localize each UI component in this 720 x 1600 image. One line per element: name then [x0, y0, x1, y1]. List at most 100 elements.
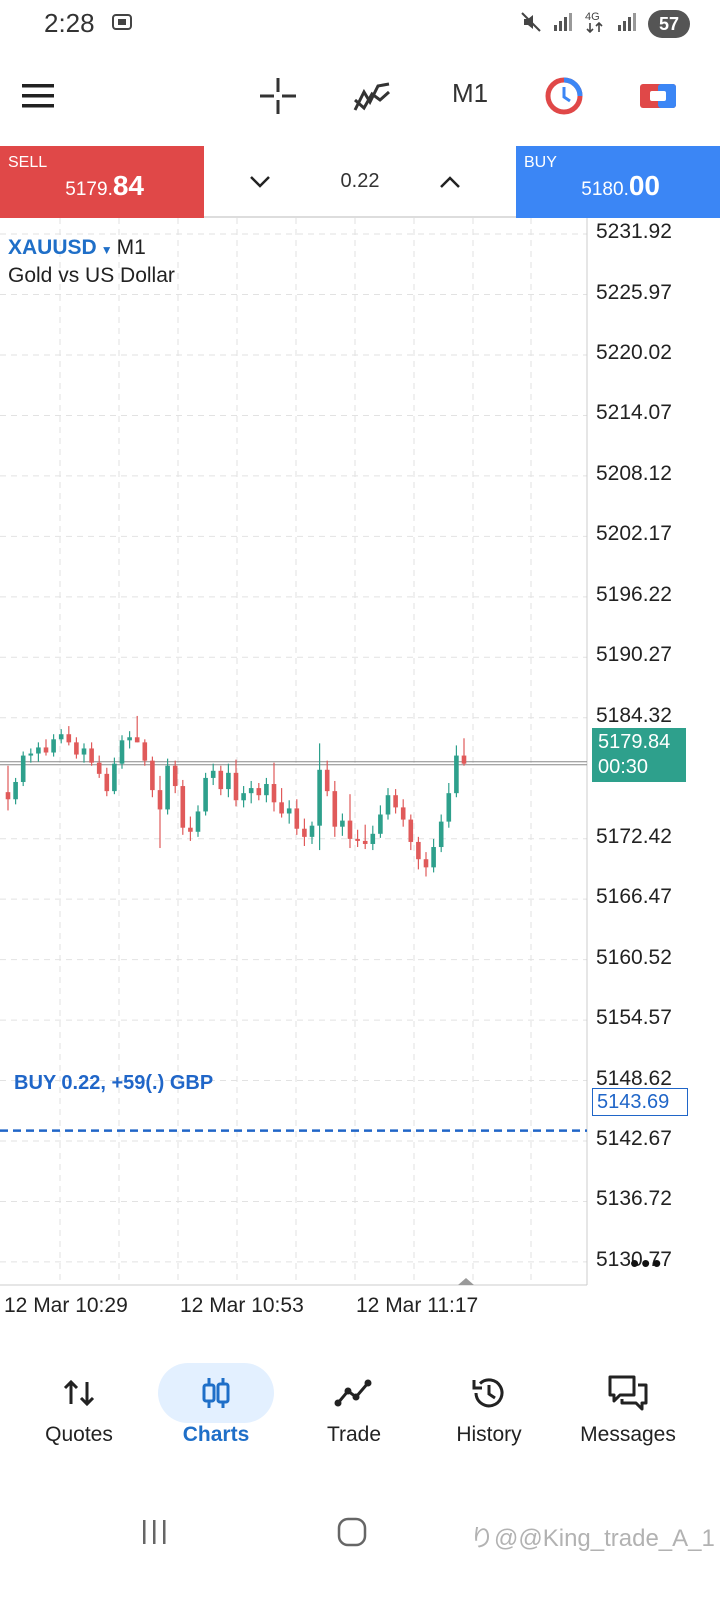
symbol-timeframe: M1 — [116, 236, 146, 259]
volume-increase-button[interactable] — [430, 164, 470, 200]
candle-body — [454, 755, 459, 794]
candle-body — [112, 763, 117, 792]
candle-body — [150, 760, 155, 791]
volume-decrease-button[interactable] — [240, 164, 280, 200]
candle-body — [13, 781, 18, 800]
candle-body — [96, 762, 102, 774]
trade-toggle-icon[interactable] — [636, 74, 680, 118]
chart-symbol[interactable]: XAUUSD ▼ M1 — [8, 236, 146, 260]
nav-charts[interactable]: Charts — [146, 1345, 286, 1470]
candle-body — [28, 753, 34, 756]
sell-button[interactable]: SELL 5179.84 — [0, 146, 204, 218]
watermark: り@@King_trade_A_1 — [470, 1525, 715, 1552]
one-click-trading-icon[interactable] — [542, 74, 586, 118]
signal-icon — [552, 11, 574, 38]
candle-body — [446, 793, 452, 822]
messages-icon — [570, 1363, 686, 1423]
status-icons: 4G 57 — [520, 8, 690, 40]
y-tick-label: 5184.32 — [596, 703, 672, 727]
candle-body — [271, 784, 277, 803]
candle-body — [309, 825, 315, 837]
trade-icon — [296, 1363, 412, 1423]
candle-body — [36, 747, 41, 754]
candle-body — [461, 755, 467, 764]
candle-body — [203, 777, 208, 812]
candle-body — [74, 742, 79, 755]
indicators-icon[interactable] — [350, 74, 394, 118]
candle-body — [51, 739, 56, 753]
x-tick-label: 12 Mar 10:29 — [4, 1294, 128, 1317]
candle-body — [104, 773, 110, 792]
candle-body — [378, 814, 383, 834]
candle-body — [20, 755, 26, 782]
candle-body — [81, 748, 87, 755]
y-tick-label: 5231.92 — [596, 220, 672, 244]
position-label[interactable]: BUY 0.22, +59(.) GBP — [14, 1072, 214, 1094]
more-options-icon[interactable]: ••• — [630, 1248, 664, 1278]
battery-indicator: 57 — [648, 10, 690, 38]
candle-body — [233, 772, 239, 801]
hamburger-icon[interactable] — [16, 74, 60, 118]
crosshair-icon[interactable] — [256, 74, 300, 118]
signal-icon-2 — [616, 11, 638, 38]
mute-icon — [520, 11, 542, 38]
sell-label: SELL — [8, 154, 48, 171]
y-tick-label: 5220.02 — [596, 340, 672, 364]
y-tick-label: 5142.67 — [596, 1127, 672, 1150]
scroll-marker-icon — [458, 1278, 474, 1285]
y-tick-label: 5225.97 — [596, 280, 672, 304]
y-tick-label: 5166.47 — [596, 885, 672, 909]
system-navigation: り@@King_trade_A_1 — [0, 1490, 720, 1570]
candle-body — [180, 786, 186, 828]
symbol-dropdown-icon[interactable]: ▼ — [100, 243, 113, 257]
candle-body — [165, 765, 170, 810]
candle-body — [340, 820, 345, 827]
position-price-badge: 5143.69 — [592, 1088, 688, 1116]
price-chart[interactable]: XAUUSD ▼ M1 Gold vs US Dollar 5231.92 5225.… — [0, 218, 720, 1338]
y-tick-label: 5148.62 — [596, 1066, 672, 1090]
candle-body — [134, 737, 140, 743]
current-price-badge: 5179.84 00:30 — [592, 728, 686, 782]
chart-canvas[interactable] — [0, 218, 720, 1338]
volume-value[interactable]: 0.22 — [340, 170, 380, 192]
nav-label-messages: Messages — [580, 1423, 676, 1446]
candle-body — [43, 747, 49, 753]
nav-history[interactable]: History — [419, 1345, 559, 1470]
recent-apps-icon[interactable] — [124, 1510, 184, 1554]
nav-label-charts: Charts — [182, 1423, 250, 1446]
4g-icon: 4G — [584, 9, 606, 40]
candle-body — [393, 795, 398, 808]
svg-text:4G: 4G — [585, 11, 600, 23]
candle-body — [172, 765, 178, 787]
nav-quotes[interactable]: Quotes — [9, 1345, 149, 1470]
nav-messages[interactable]: Messages — [558, 1345, 698, 1470]
y-tick-label: 5130.77 — [596, 1247, 672, 1271]
candle-body — [317, 769, 322, 826]
timeframe-button[interactable]: M1 — [452, 78, 489, 108]
candle-body — [355, 838, 360, 841]
candle-body — [66, 734, 72, 743]
candle-body — [195, 811, 201, 832]
x-tick-label: 12 Mar 11:17 — [356, 1294, 479, 1317]
candle-body — [385, 795, 391, 815]
y-tick-label: 5136.72 — [596, 1187, 672, 1211]
home-icon[interactable] — [322, 1510, 382, 1554]
candle-body — [438, 821, 444, 848]
y-tick-label: 5202.17 — [596, 522, 672, 546]
candle-body — [218, 770, 224, 790]
candle-body — [157, 790, 163, 810]
candle-body — [142, 742, 148, 761]
candle-body — [324, 769, 330, 792]
candle-body — [248, 788, 254, 794]
candle-body — [5, 792, 11, 800]
buy-button[interactable]: BUY 5180.00 — [516, 146, 720, 218]
screenshot-icon — [110, 10, 134, 39]
candle-body — [279, 802, 284, 814]
nav-trade[interactable]: Trade — [284, 1345, 424, 1470]
candle-body — [347, 820, 353, 839]
candle-body — [89, 748, 94, 763]
buy-label: BUY — [524, 154, 557, 171]
bottom-navigation: Quotes Charts Trade History Messages — [0, 1345, 720, 1470]
symbol-name[interactable]: XAUUSD — [8, 236, 97, 259]
candle-body — [370, 833, 376, 844]
